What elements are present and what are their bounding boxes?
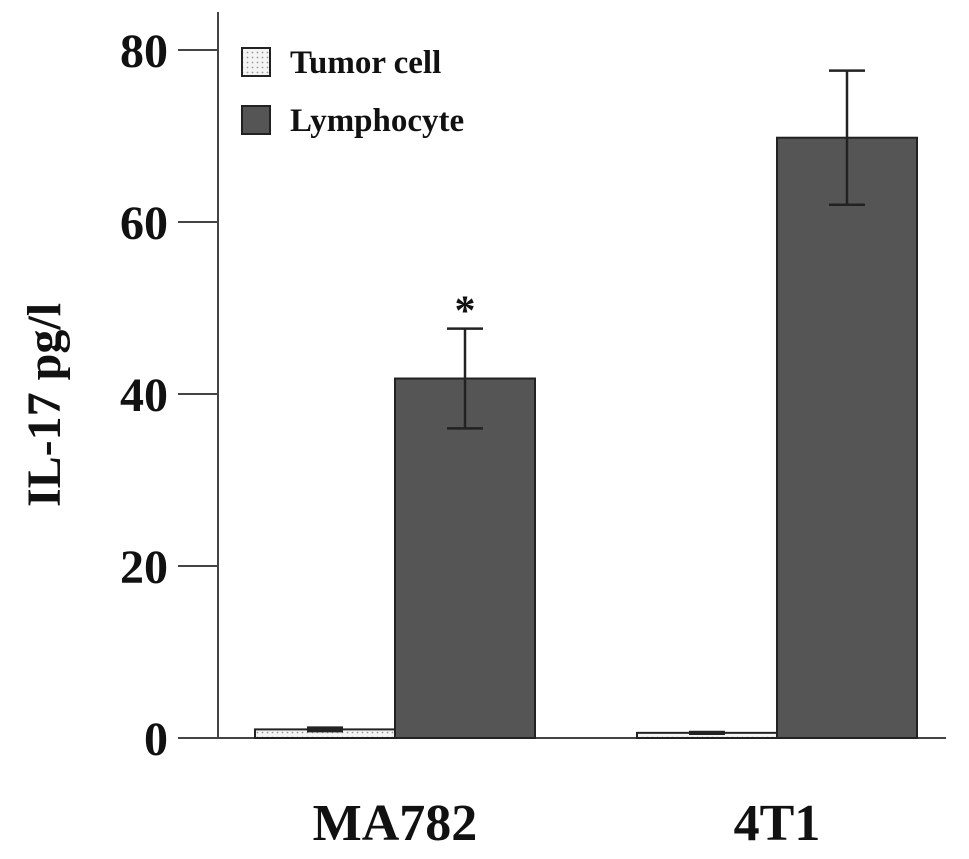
y-tick-label-80: 80 — [120, 25, 168, 78]
bars — [254, 136, 918, 740]
y-tick-label-40: 40 — [120, 369, 168, 422]
x-tick-label-4t1: 4T1 — [734, 795, 821, 852]
legend-swatch-lymphocyte — [241, 105, 271, 135]
error-bar-ma782-tumor-cell — [307, 726, 343, 733]
legend: Tumor cell Lymphocyte — [241, 45, 464, 139]
y-tick-label-60: 60 — [120, 197, 168, 250]
legend-label-lymphocyte: Lymphocyte — [290, 103, 464, 139]
error-bar-4t1-lymphocyte — [829, 69, 865, 207]
legend-swatch-tumor-cell — [241, 47, 271, 77]
bar-4t1-lymphocyte — [776, 136, 918, 740]
y-axis-label: IL-17 pg/l — [18, 303, 71, 507]
x-axis: MA782 4T1 — [218, 737, 946, 852]
error-bar-ma782-lymphocyte — [447, 327, 483, 430]
error-bars — [307, 69, 865, 735]
y-tick-label-20: 20 — [120, 541, 168, 594]
x-tick-label-ma782: MA782 — [313, 795, 478, 852]
bar-ma782-lymphocyte — [394, 377, 536, 739]
y-axis: 0 20 40 60 80 — [120, 12, 219, 766]
significance-marker: * — [455, 289, 476, 335]
legend-label-tumor-cell: Tumor cell — [290, 45, 441, 81]
annotations: * — [455, 289, 476, 335]
error-bar-4t1-tumor-cell — [689, 730, 725, 735]
y-tick-label-0: 0 — [144, 713, 168, 766]
